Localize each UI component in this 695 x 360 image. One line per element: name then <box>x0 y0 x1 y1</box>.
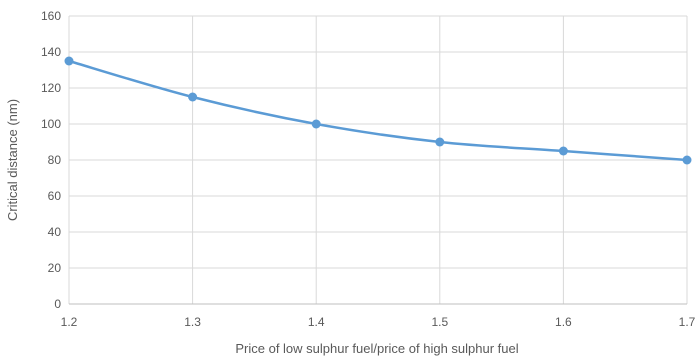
x-tick-label: 1.6 <box>555 315 572 329</box>
gridlines <box>68 15 688 304</box>
data-point <box>311 119 321 129</box>
x-tick-label: 1.4 <box>308 315 325 329</box>
series-line <box>68 59 688 162</box>
y-tick-label: 100 <box>41 117 61 131</box>
x-tick-label: 1.2 <box>61 315 78 329</box>
y-tick-label: 80 <box>48 153 62 167</box>
y-tick-label: 40 <box>48 225 62 239</box>
data-point <box>435 137 445 147</box>
y-axis-title: Critical distance (nm) <box>5 99 20 221</box>
data-point <box>64 56 74 66</box>
y-tick-label: 120 <box>41 81 61 95</box>
y-tick-label: 60 <box>48 189 62 203</box>
y-tick-label: 140 <box>41 45 61 59</box>
y-tick-label: 160 <box>41 9 61 23</box>
x-tick-label: 1.5 <box>431 315 448 329</box>
data-point <box>558 146 568 156</box>
tick-labels: 0 20 40 60 80 100 120 140 160 1.2 1.3 1.4 1.5 1.6 1.7 <box>41 9 695 329</box>
y-tick-label: 20 <box>48 261 62 275</box>
data-point <box>188 92 198 102</box>
series-layer <box>64 56 692 165</box>
y-tick-label: 0 <box>54 297 61 311</box>
data-point <box>682 155 692 165</box>
x-tick-label: 1.7 <box>679 315 695 329</box>
x-tick-label: 1.3 <box>184 315 201 329</box>
x-axis-title: Price of low sulphur fuel/price of high … <box>235 341 518 356</box>
